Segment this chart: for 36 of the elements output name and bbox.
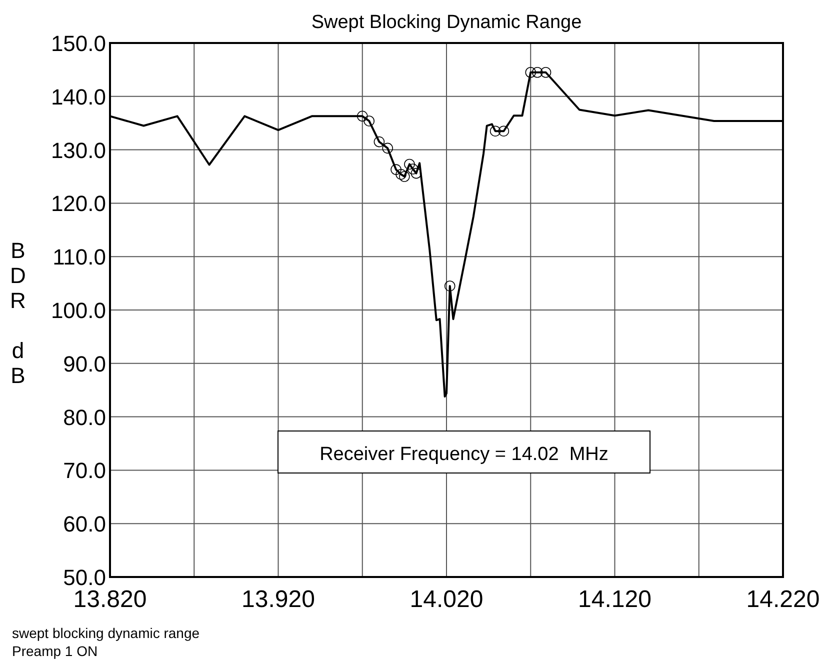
point <box>444 280 456 292</box>
text: Preamp 1 ON <box>12 643 98 659</box>
y-tick-label: 150.0 <box>50 31 106 56</box>
y-tick-label: 100.0 <box>50 298 106 323</box>
point <box>407 164 418 174</box>
y-tick-label: 80.0 <box>63 404 106 430</box>
point <box>396 168 406 180</box>
x-tick-label: 14.220 <box>746 586 820 613</box>
y-tick-label: 70.0 <box>63 458 106 484</box>
point <box>490 126 501 137</box>
y-tick-label: 130.0 <box>50 138 106 163</box>
text: swept blocking dynamic range <box>12 625 200 641</box>
point <box>404 158 415 170</box>
x-tick-label: 13.920 <box>242 586 315 613</box>
point <box>498 126 510 137</box>
point <box>382 142 394 154</box>
point <box>540 66 552 78</box>
point <box>532 66 543 78</box>
chart-title: Swept Blocking Dynamic Range <box>311 12 582 33</box>
point <box>374 136 385 148</box>
point <box>390 164 402 175</box>
y-tick-label: 110.0 <box>52 244 106 270</box>
y-tick-label: 120.0 <box>50 191 106 216</box>
x-tick-label: 14.020 <box>410 586 484 613</box>
point <box>399 171 410 182</box>
annotation: Receiver Frequency = 14.02 MHz <box>320 444 608 465</box>
point <box>364 116 375 126</box>
point <box>525 66 536 78</box>
point <box>410 168 422 179</box>
x-tick-label: 14.120 <box>578 586 652 613</box>
y-tick-label: 90.0 <box>63 351 106 376</box>
y-tick-label: 60.0 <box>63 512 106 537</box>
y-tick-label: 140.0 <box>50 84 106 110</box>
point <box>356 110 368 122</box>
text-box: Receiver Frequency = 14.02 MHz <box>278 430 650 474</box>
y-axis-title: BDR dB <box>10 238 26 388</box>
